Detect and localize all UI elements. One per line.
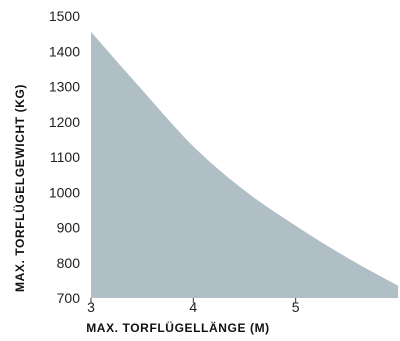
y-tick-label: 1500 xyxy=(49,8,80,24)
y-tick-label: 800 xyxy=(57,255,81,271)
x-axis-ticks: 3 4 5 xyxy=(87,298,300,315)
plot-area xyxy=(91,31,398,299)
x-tick-label: 4 xyxy=(189,299,197,315)
x-tick-label: 5 xyxy=(292,299,300,315)
y-tick-label: 1400 xyxy=(49,43,80,59)
x-axis-title: MAX. TORFLÜGELLÄNGE (M) xyxy=(86,320,270,335)
y-tick-label: 1200 xyxy=(49,114,80,130)
y-tick-label: 700 xyxy=(57,290,81,306)
y-axis-title: MAX. TORFLÜGELGEWICHT (KG) xyxy=(12,84,27,292)
y-tick-label: 900 xyxy=(57,220,81,236)
y-tick-label: 1300 xyxy=(49,79,80,95)
y-tick-label: 1100 xyxy=(50,149,80,165)
y-axis-ticks: 700 800 900 1000 1100 1200 1300 1400 1500 xyxy=(49,8,80,306)
x-tick-label: 3 xyxy=(87,299,95,315)
y-tick-label: 1000 xyxy=(49,184,80,200)
area-series-0 xyxy=(91,31,398,299)
